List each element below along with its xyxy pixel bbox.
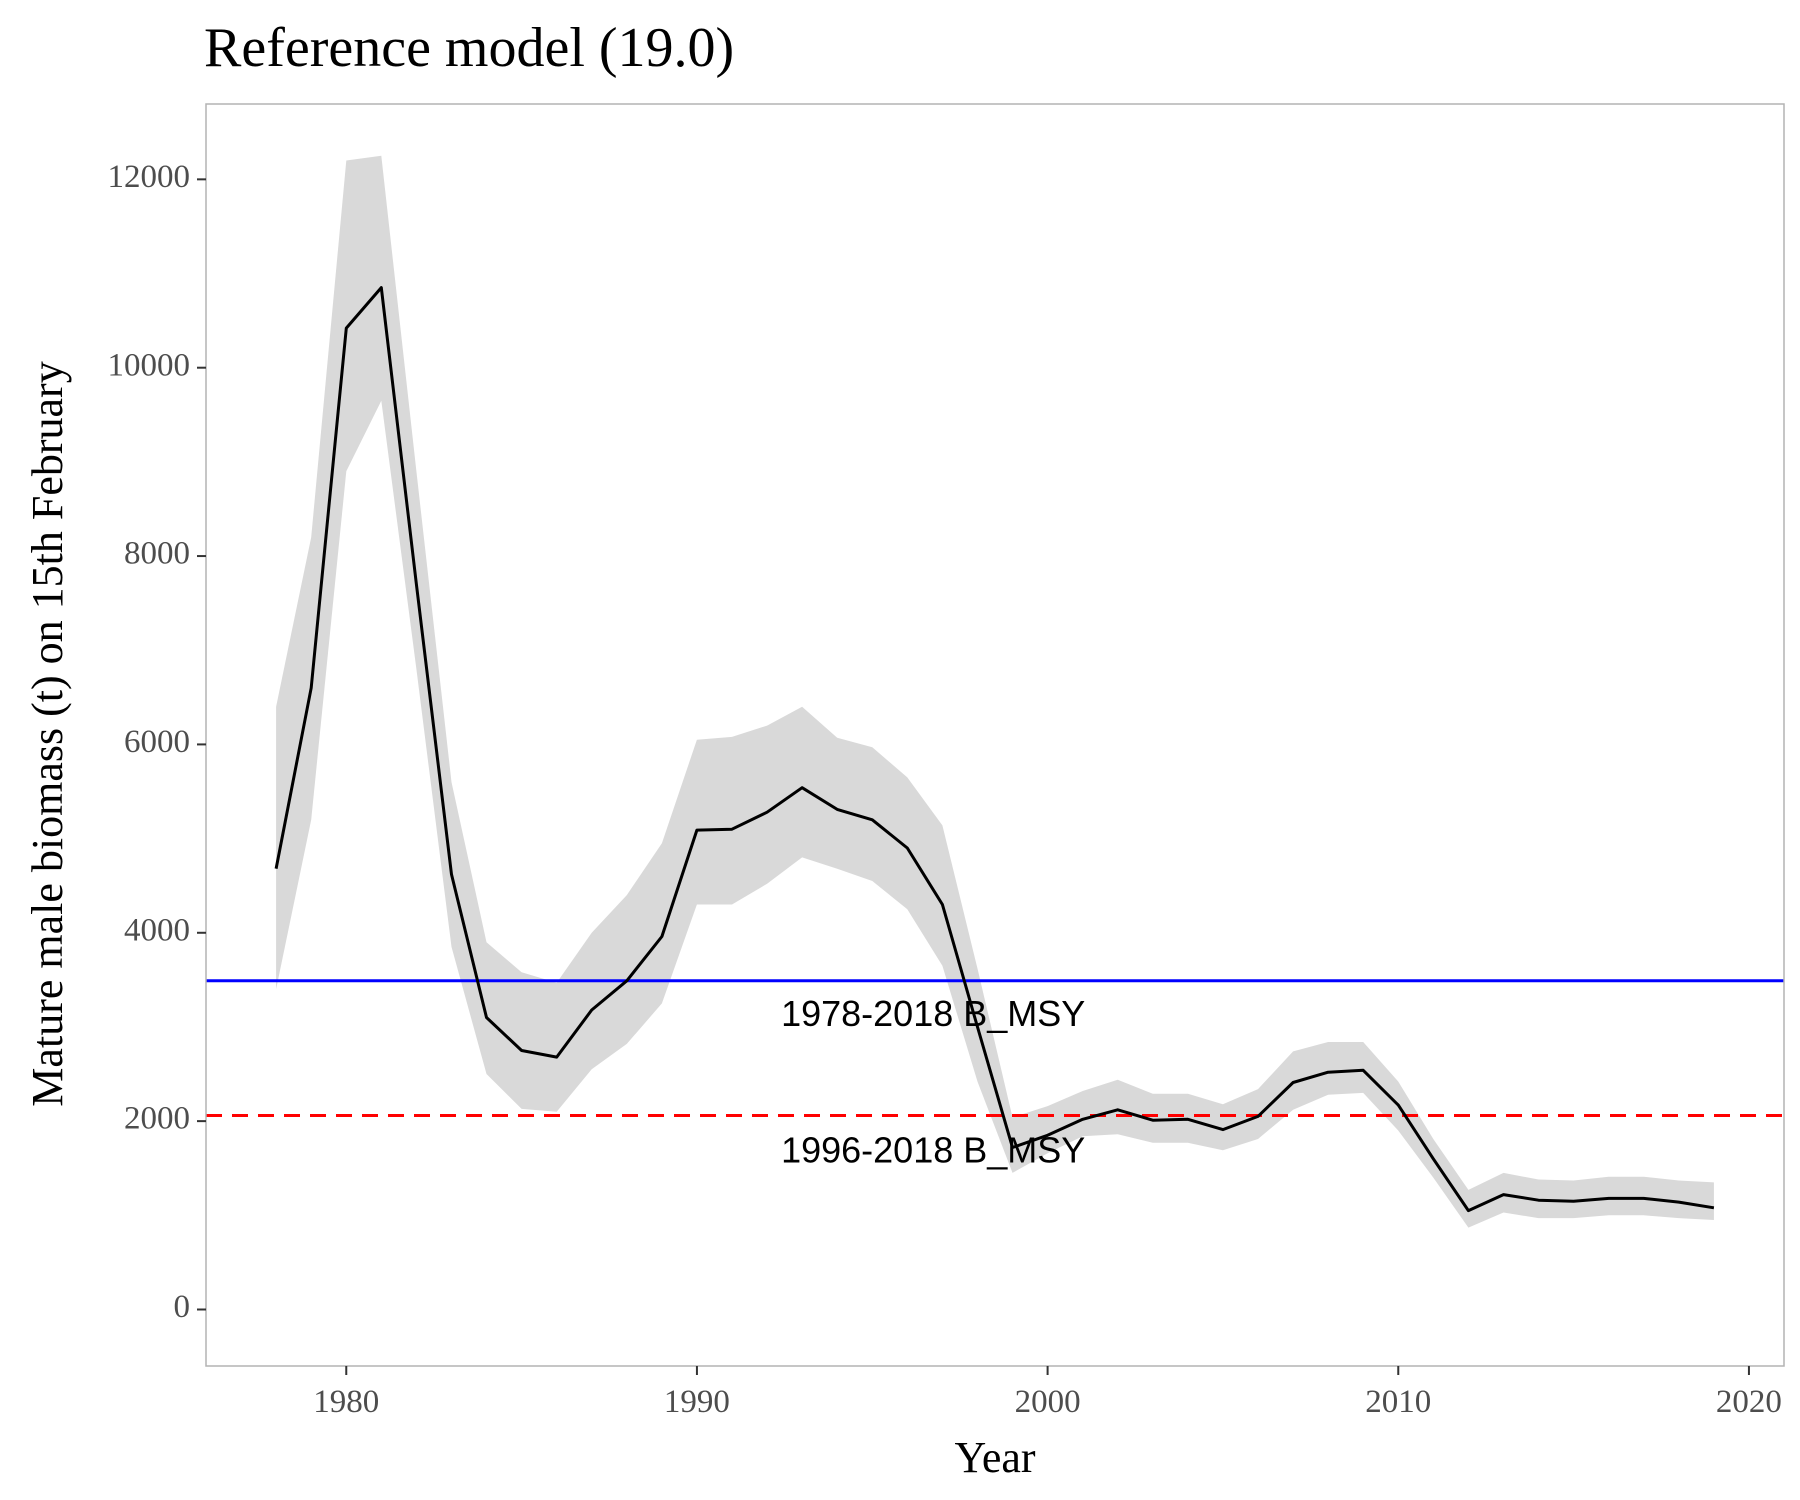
confidence-band bbox=[276, 155, 1714, 1228]
x-tick-label: 1990 bbox=[664, 1384, 730, 1420]
y-tick-label: 8000 bbox=[124, 536, 190, 572]
x-axis: 1980 1990 2000 2010 2020 bbox=[313, 1366, 1782, 1420]
y-tick-label: 4000 bbox=[124, 912, 190, 948]
biomass-series-line bbox=[274, 286, 1715, 1213]
y-tick-label: 12000 bbox=[108, 159, 191, 195]
x-axis-title: Year bbox=[954, 1433, 1035, 1482]
annotation-label-2: 1996-2018 B_MSY bbox=[781, 1130, 1085, 1171]
y-tick-label: 0 bbox=[174, 1289, 191, 1325]
x-tick-label: 2000 bbox=[1015, 1384, 1081, 1420]
x-tick-label: 2010 bbox=[1365, 1384, 1431, 1420]
y-axis-title: Mature male biomass (t) on 15th February bbox=[23, 361, 72, 1106]
plot-area bbox=[206, 155, 1784, 1228]
chart-title: Reference model (19.0) bbox=[204, 17, 734, 79]
x-tick-label: 1980 bbox=[313, 1384, 379, 1420]
plot-panel-border bbox=[205, 103, 1785, 1367]
y-tick-label: 6000 bbox=[124, 724, 190, 760]
y-axis: 0 2000 4000 6000 8000 10000 12000 bbox=[108, 159, 206, 1325]
y-tick-label: 10000 bbox=[108, 347, 191, 383]
y-tick-label: 2000 bbox=[124, 1101, 190, 1137]
x-tick-label: 2020 bbox=[1716, 1384, 1782, 1420]
annotation-label-1: 1978-2018 B_MSY bbox=[781, 993, 1085, 1034]
